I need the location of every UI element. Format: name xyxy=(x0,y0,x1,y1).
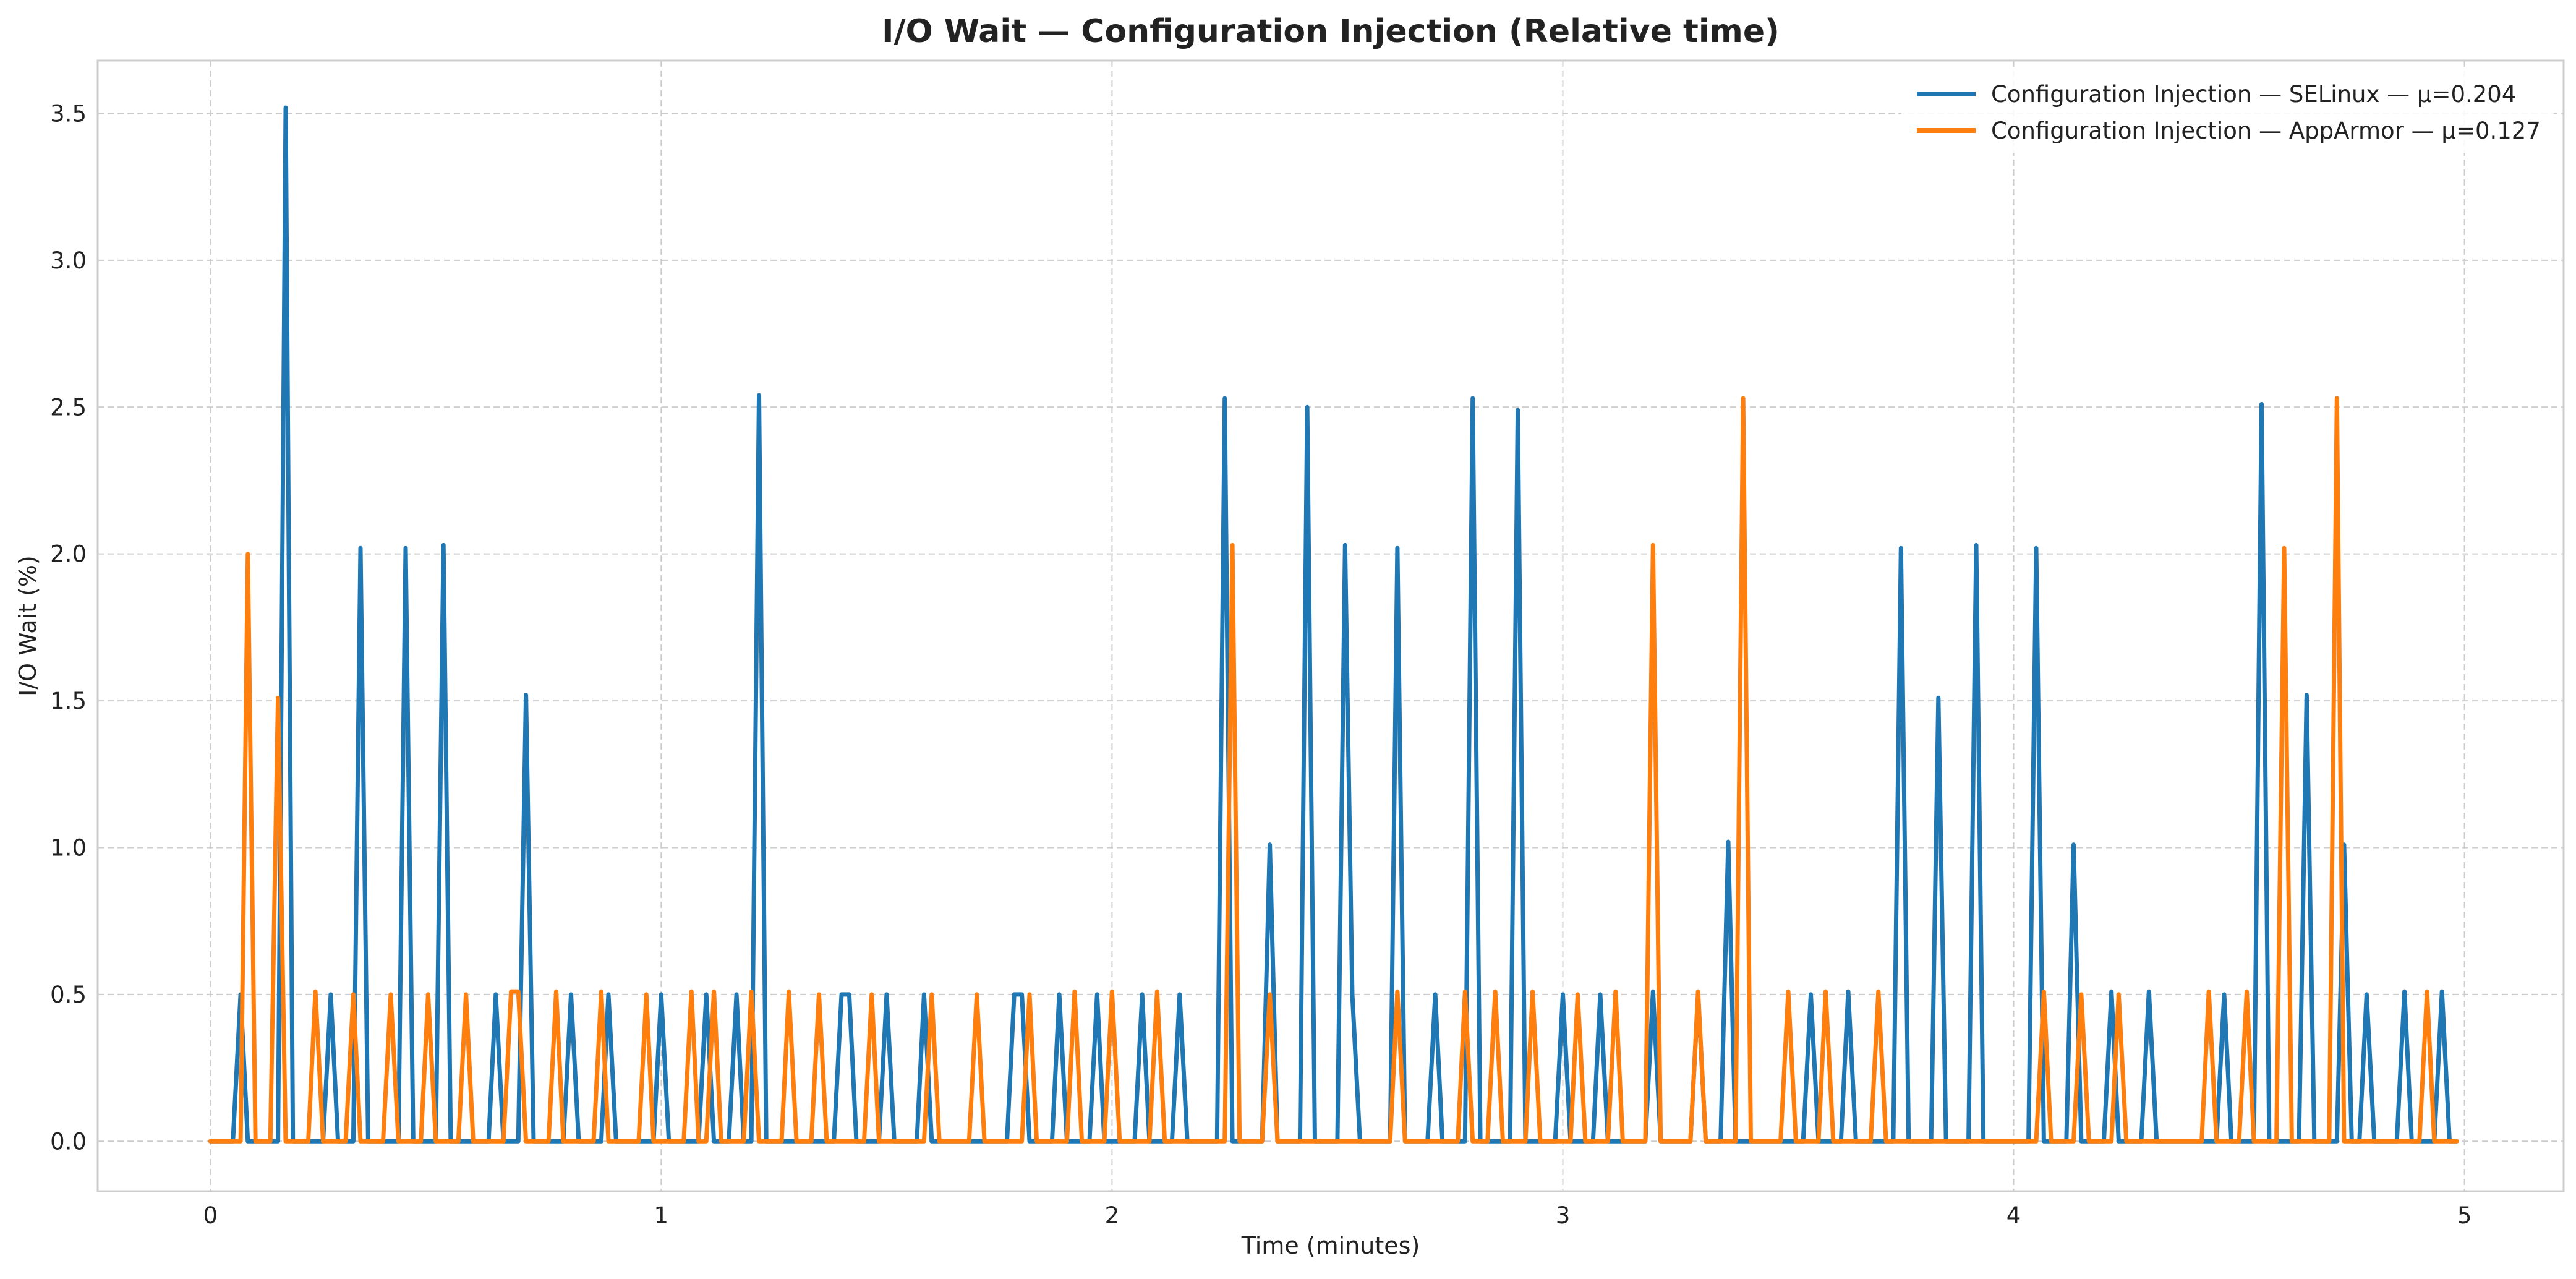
plot-frame xyxy=(96,59,2565,1192)
y-tick-label: 2.0 xyxy=(50,541,87,568)
y-axis-label: I/O Wait (%) xyxy=(14,555,41,696)
grid xyxy=(98,61,2564,1191)
y-tick-label: 0.0 xyxy=(50,1128,87,1155)
y-tick-label: 2.5 xyxy=(50,394,87,421)
series-lines xyxy=(208,105,2459,1144)
x-tick-label: 4 xyxy=(2007,1202,2021,1229)
x-tick-label: 5 xyxy=(2457,1202,2472,1229)
x-tick-label: 3 xyxy=(1556,1202,1571,1229)
y-tick-label: 1.0 xyxy=(50,834,87,861)
legend-label-selinux: Configuration Injection — SELinux — μ=0.… xyxy=(1991,81,2516,108)
y-tick-label: 1.5 xyxy=(50,688,87,714)
axis-ticks: 0 1 2 3 4 5 0.0 0.5 1.0 1.5 2.0 2.5 3.0 3.5 xyxy=(50,100,2472,1229)
chart-title: I/O Wait — Configuration Injection (Rela… xyxy=(882,13,1780,50)
y-tick-label: 3.5 xyxy=(50,100,87,127)
x-axis-label: Time (minutes) xyxy=(1241,1232,1420,1259)
series-line-selinux xyxy=(208,105,2459,1144)
x-tick-label: 2 xyxy=(1105,1202,1120,1229)
y-tick-label: 0.5 xyxy=(50,982,87,1008)
legend-label-apparmor: Configuration Injection — AppArmor — μ=0… xyxy=(1991,118,2541,144)
legend-frame xyxy=(1901,71,2554,153)
x-tick-label: 0 xyxy=(203,1202,218,1229)
series-line-apparmor xyxy=(208,396,2459,1144)
x-tick-label: 1 xyxy=(654,1202,669,1229)
legend: Configuration Injection — SELinux — μ=0.… xyxy=(1901,71,2554,153)
y-tick-label: 3.0 xyxy=(50,247,87,274)
